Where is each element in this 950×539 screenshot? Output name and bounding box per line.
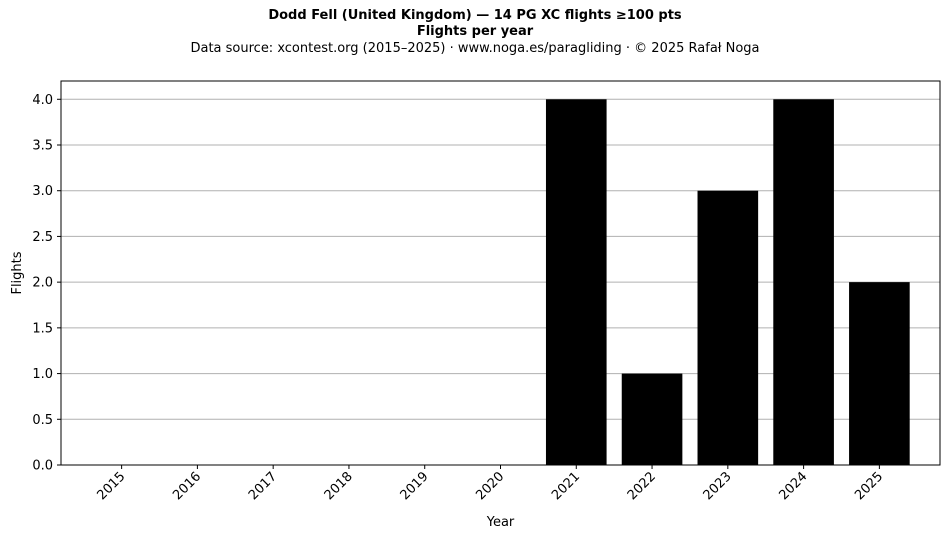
x-tick-label: 2015 (94, 469, 128, 503)
chart-titles: Dodd Fell (United Kingdom) — 14 PG XC fl… (0, 8, 950, 57)
y-tick-label: 3.0 (32, 184, 53, 199)
bar-2023 (697, 190, 759, 465)
x-tick-label: 2019 (398, 469, 432, 503)
chart-subtitle: Flights per year (416, 24, 534, 39)
bar-2024 (773, 99, 834, 466)
y-tick-label: 0.5 (32, 413, 53, 428)
x-tick-label: 2025 (852, 469, 886, 503)
chart-source-note: Data source: xcontest.org (2015–2025) · … (190, 41, 760, 56)
x-tick-label: 2020 (473, 469, 507, 503)
y-tick-label: 1.5 (32, 321, 53, 336)
x-tick-label: 2023 (701, 469, 735, 503)
bar-2025 (849, 282, 910, 465)
x-tick-label: 2018 (322, 469, 356, 503)
y-tick-label: 2.0 (32, 276, 53, 291)
x-axis-ticks: 2015 2016 2017 2018 2019 2020 2021 2022 2023 2024… (94, 465, 886, 503)
y-axis-label: Flights (10, 251, 25, 294)
y-axis-ticks: 0.0 0.5 1.0 1.5 2.0 2.5 3.0 3.5 4.0 (32, 93, 61, 474)
chart-title: Dodd Fell (United Kingdom) — 14 PG XC fl… (268, 8, 682, 23)
y-tick-label: 2.5 (32, 230, 53, 245)
x-tick-label: 2017 (246, 469, 280, 503)
bar-2022 (621, 373, 683, 465)
x-tick-label: 2024 (776, 469, 810, 503)
y-tick-label: 1.0 (32, 367, 53, 382)
y-tick-label: 4.0 (32, 93, 53, 108)
y-tick-label: 3.5 (32, 139, 53, 154)
bars (545, 99, 910, 466)
y-tick-label: 0.0 (32, 459, 53, 474)
bar-2021 (545, 99, 607, 466)
x-tick-label: 2021 (549, 469, 583, 503)
x-tick-label: 2022 (625, 469, 659, 503)
x-tick-label: 2016 (170, 469, 204, 503)
x-axis-label: Year (486, 515, 515, 530)
